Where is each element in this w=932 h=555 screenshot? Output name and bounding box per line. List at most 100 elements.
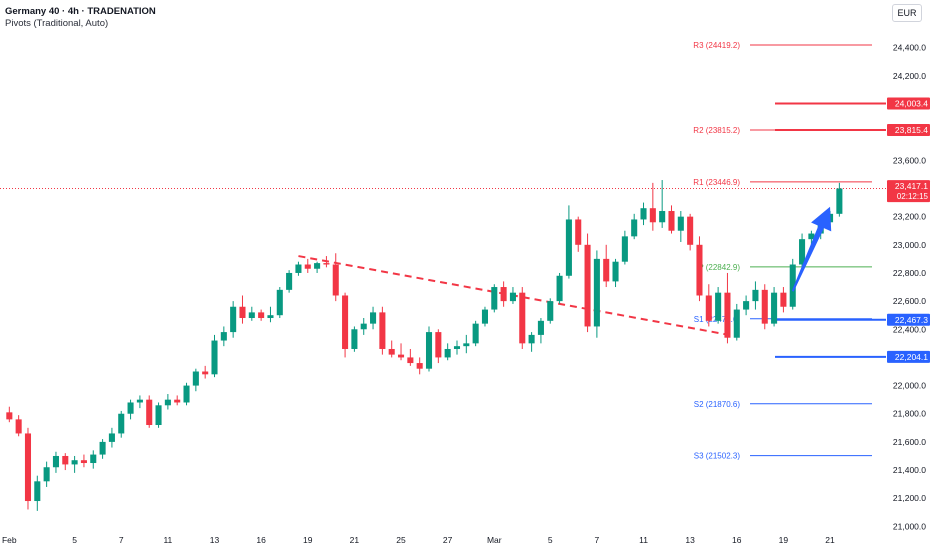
y-tick-label: 21,400.0 — [893, 465, 926, 475]
candle — [509, 292, 516, 302]
candle — [481, 309, 488, 324]
x-tick-label: 13 — [210, 535, 220, 545]
candle — [15, 419, 22, 434]
candle — [248, 312, 255, 319]
y-tick-label: 22,600.0 — [893, 296, 926, 306]
candle — [519, 292, 526, 344]
x-tick-label: 21 — [825, 535, 835, 545]
candle — [789, 264, 796, 307]
candle — [696, 244, 703, 296]
pivot-label-r1: R1 (23446.9) — [693, 178, 740, 187]
price-label-box-4 — [887, 313, 930, 326]
candle — [360, 323, 367, 330]
candle — [724, 292, 731, 338]
candle — [575, 219, 582, 245]
candle — [743, 301, 750, 310]
price-label-1: 24,003.4 — [895, 99, 928, 109]
candle — [612, 261, 619, 282]
candle — [808, 233, 815, 240]
candle — [836, 188, 843, 214]
candle — [62, 455, 69, 465]
y-tick-label: 22,000.0 — [893, 381, 926, 391]
candle — [472, 323, 479, 344]
candle — [34, 481, 41, 502]
price-label-box-5 — [887, 350, 930, 363]
candle — [547, 301, 554, 321]
candle — [761, 289, 768, 324]
y-tick-label: 24,200.0 — [893, 71, 926, 81]
candle — [715, 292, 722, 321]
candle — [90, 454, 97, 464]
candle — [752, 289, 759, 302]
candle — [230, 306, 237, 333]
candle — [155, 405, 162, 426]
candle — [136, 399, 143, 403]
candle — [677, 216, 684, 231]
candle — [500, 287, 507, 302]
x-tick-label: 16 — [256, 535, 266, 545]
indicator-label[interactable]: Pivots (Traditional, Auto) — [5, 18, 109, 29]
candle — [342, 295, 349, 349]
candle — [640, 208, 647, 220]
candle — [211, 340, 218, 375]
x-tick-label: 25 — [396, 535, 406, 545]
candle — [304, 264, 311, 269]
candle — [799, 239, 806, 265]
candle — [425, 332, 433, 369]
candle — [164, 399, 171, 406]
trendline — [298, 255, 737, 338]
candle — [24, 433, 32, 502]
price-label-box-3 — [887, 180, 930, 203]
candle — [80, 460, 87, 464]
x-tick-label: 13 — [685, 535, 695, 545]
candle — [463, 343, 470, 347]
candle — [183, 385, 190, 403]
x-tick-label: 19 — [779, 535, 789, 545]
candle — [668, 211, 675, 231]
currency-button[interactable]: EUR — [892, 4, 922, 22]
price-label-3: 23,417.1 — [895, 181, 928, 191]
candle — [220, 332, 227, 341]
candle — [435, 332, 442, 358]
candle — [351, 329, 358, 349]
price-label-4: 22,467.3 — [895, 315, 928, 325]
candle — [192, 371, 199, 386]
candle — [258, 312, 265, 319]
candle — [286, 272, 293, 290]
candle — [314, 263, 321, 269]
x-tick-label: 5 — [548, 535, 553, 545]
candle — [687, 216, 694, 245]
pivot-label-p: P (22842.9) — [698, 263, 740, 272]
y-tick-label: 21,800.0 — [893, 409, 926, 419]
candle — [780, 292, 787, 307]
candle — [771, 292, 778, 324]
pivot-label-r3: R3 (24419.2) — [693, 41, 740, 50]
candle — [398, 354, 405, 358]
price-label-box-2 — [887, 124, 930, 137]
candle — [733, 309, 740, 338]
candle — [127, 402, 134, 414]
candle — [407, 357, 414, 364]
y-tick-label: 21,000.0 — [893, 521, 926, 531]
candle — [276, 289, 283, 316]
candle — [453, 346, 461, 349]
candle — [444, 348, 451, 358]
price-label-5: 22,204.1 — [895, 352, 928, 362]
pivot-label-s2: S2 (21870.6) — [694, 400, 741, 409]
candle — [267, 315, 274, 319]
candle — [388, 348, 395, 355]
candle — [332, 264, 339, 296]
candle — [118, 413, 125, 434]
candle — [659, 211, 666, 223]
x-tick-label: 19 — [303, 535, 313, 545]
candle — [6, 412, 13, 420]
x-tick-label: 7 — [595, 535, 600, 545]
price-label-box-1 — [887, 97, 930, 110]
y-tick-label: 23,600.0 — [893, 155, 926, 165]
candle — [565, 219, 572, 276]
price-label-2: 23,815.4 — [895, 125, 928, 135]
x-tick-label: 11 — [163, 535, 172, 545]
candle — [295, 264, 302, 273]
